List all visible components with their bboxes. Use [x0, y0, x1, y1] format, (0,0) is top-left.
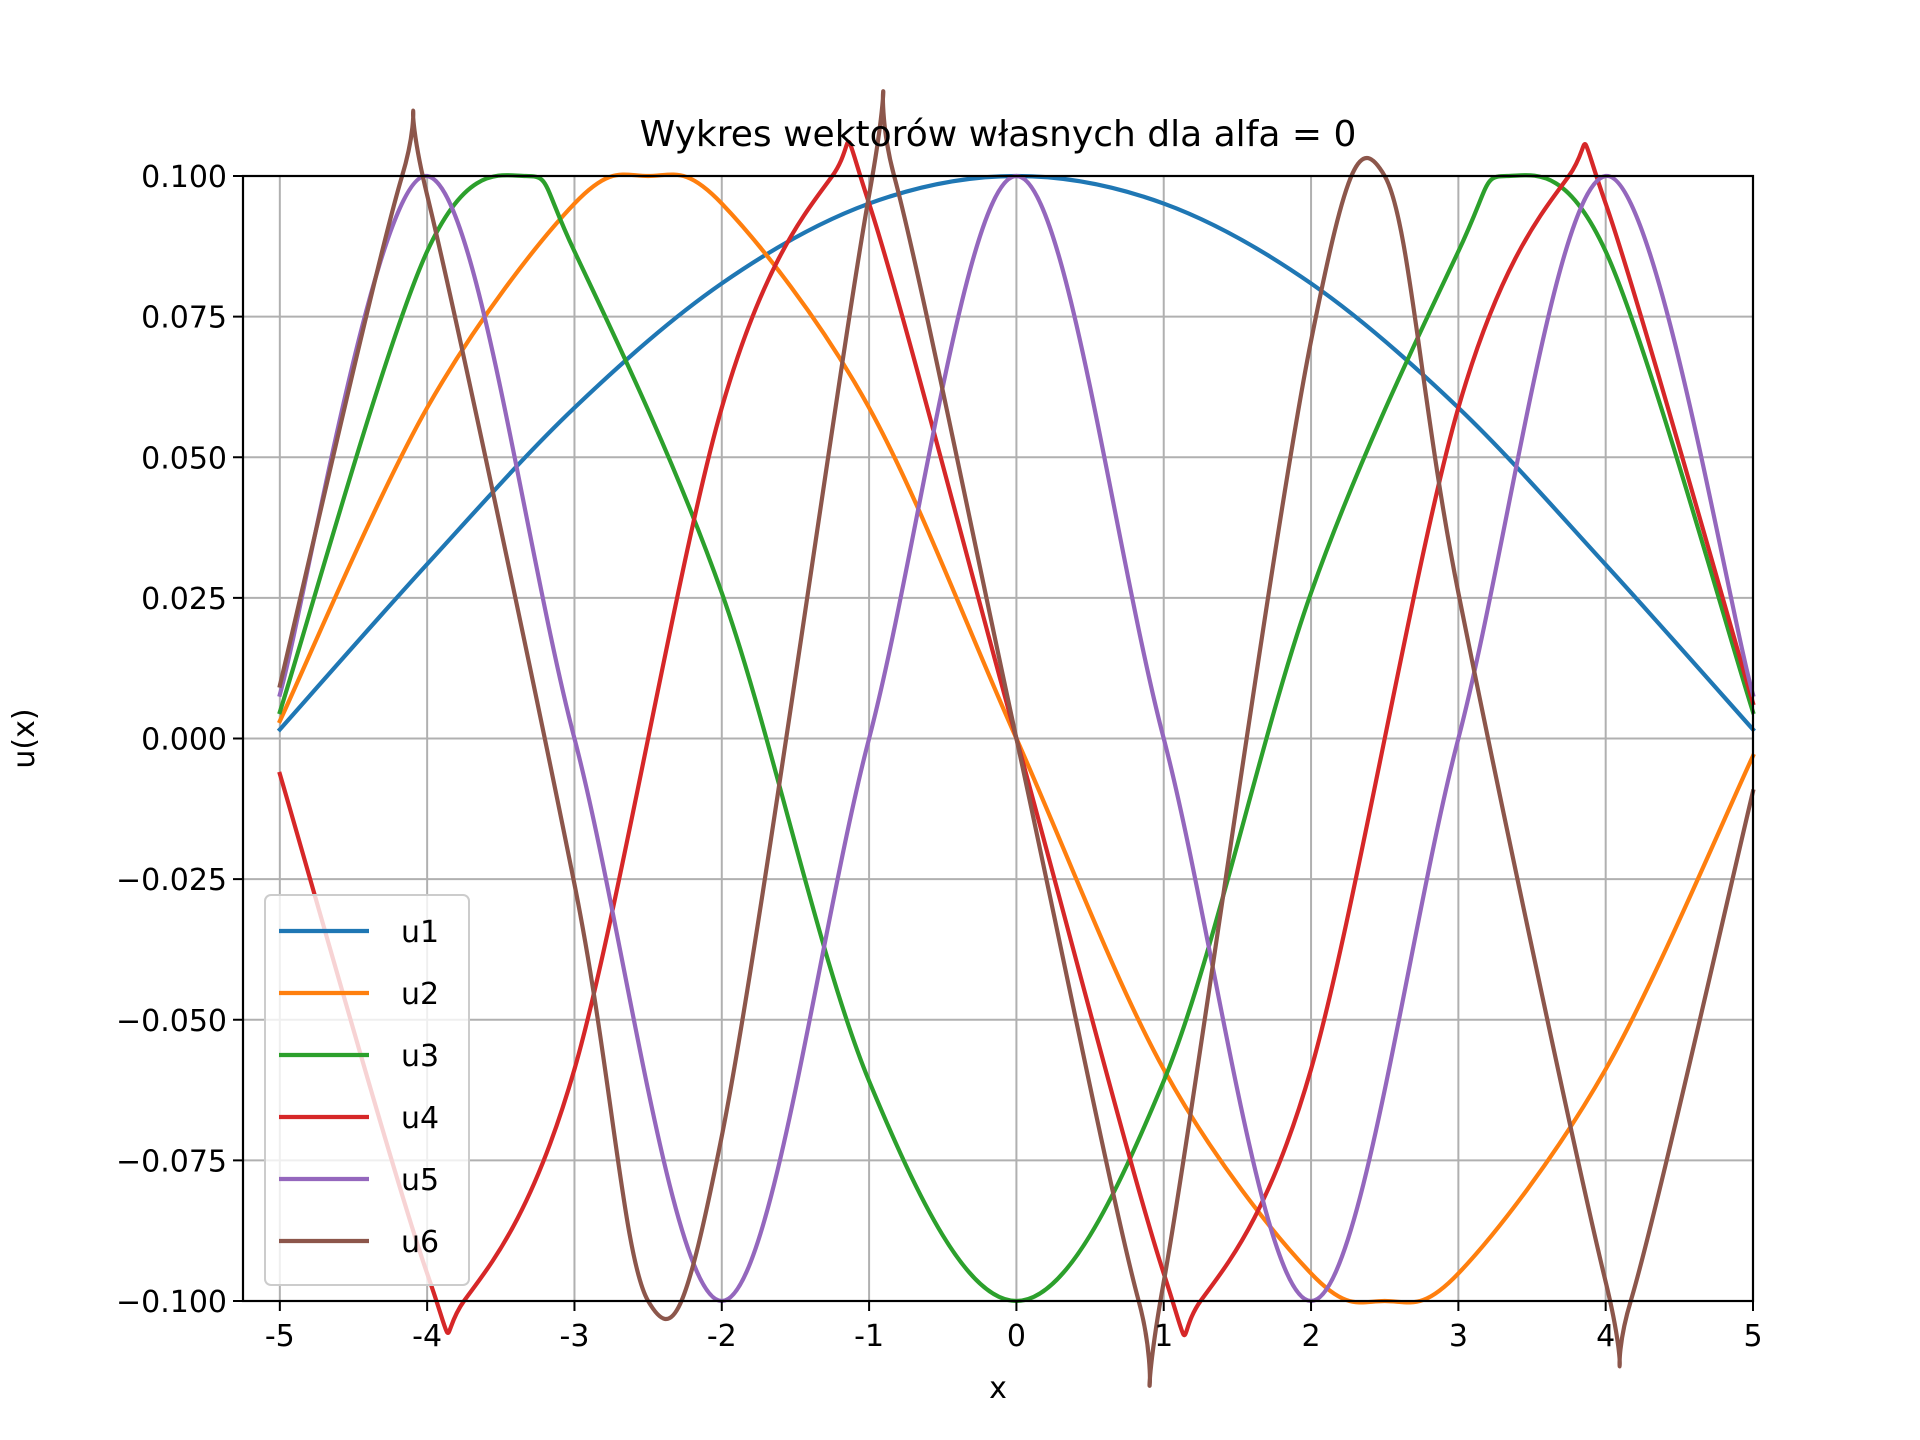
- x-tick-label: 2: [1302, 1319, 1321, 1354]
- y-tick-label: 0.025: [141, 582, 227, 617]
- y-tick-label: −0.100: [116, 1285, 227, 1320]
- y-tick-label: 0.000: [141, 723, 227, 758]
- y-axis-label: u(x): [7, 708, 42, 768]
- series-line-u6: [277, 89, 1756, 1388]
- x-tick-label: -2: [707, 1319, 737, 1354]
- legend: u1 u2 u3 u4 u5 u6: [264, 894, 470, 1286]
- y-tick-label: −0.050: [116, 1004, 227, 1039]
- chart-title: Wykres wektorów własnych dla alfa = 0: [640, 114, 1357, 155]
- x-tick-label: -4: [412, 1319, 442, 1354]
- axis-ticks: -5 -4 -3 -2 -1 0 1 2 3 4 5 −0.100 −0.075 −0.050 −0.025…: [116, 160, 1763, 1354]
- legend-label-u1: u1: [401, 915, 439, 950]
- legend-label-u3: u3: [401, 1039, 439, 1074]
- x-tick-label: -1: [854, 1319, 884, 1354]
- x-tick-label: -3: [560, 1319, 590, 1354]
- x-tick-label: 5: [1743, 1319, 1762, 1354]
- legend-label-u6: u6: [401, 1225, 439, 1260]
- y-tick-label: 0.100: [141, 160, 227, 195]
- x-tick-label: 4: [1596, 1319, 1615, 1354]
- x-tick-label: 1: [1154, 1319, 1173, 1354]
- y-tick-label: −0.025: [116, 863, 227, 898]
- x-tick-label: -5: [265, 1319, 295, 1354]
- y-tick-label: 0.075: [141, 301, 227, 336]
- x-tick-label: 3: [1449, 1319, 1468, 1354]
- y-tick-label: −0.075: [116, 1144, 227, 1179]
- legend-label-u4: u4: [401, 1101, 439, 1136]
- legend-label-u2: u2: [401, 977, 439, 1012]
- legend-label-u5: u5: [401, 1163, 439, 1198]
- x-axis-label: x: [989, 1371, 1007, 1406]
- x-tick-label: 0: [1007, 1319, 1026, 1354]
- y-tick-label: 0.050: [141, 441, 227, 476]
